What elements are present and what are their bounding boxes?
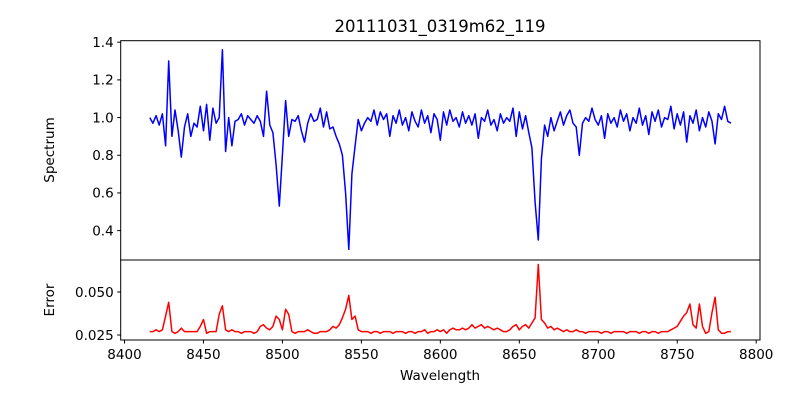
xtick-label: 8750 [660,347,694,363]
x-axis-label: Wavelength [400,368,480,384]
spectrum-axes-frame [120,40,761,261]
spectrum-ytick-label: 0.4 [92,223,113,239]
error-ylabel: Error [42,283,58,316]
xtick-label: 8650 [502,347,536,363]
spectrum-panel: 0.4 0.6 0.8 1.0 1.2 1.4 [92,35,761,261]
error-series-line [149,263,731,335]
error-panel: 0.025 0.050 8400 8450 8500 8550 8600 8650 8700 87… [75,259,773,363]
spectrum-ytick-label: 0.8 [92,148,113,164]
chart-title: 20111031_0319m62_119 [334,17,545,37]
xtick-label: 8600 [423,347,457,363]
xtick-label: 8800 [739,347,773,363]
xtick-label: 8500 [265,347,299,363]
spectrum-ylabel: Spectrum [42,117,58,182]
spectrum-ytick-label: 1.0 [92,110,113,126]
xtick-label: 8450 [186,347,220,363]
spectrum-ytick-label: 0.6 [92,186,113,202]
error-ytick-label: 0.025 [75,328,114,344]
error-ytick-label: 0.050 [75,285,114,301]
xtick-label: 8700 [581,347,615,363]
xtick-label: 8550 [344,347,378,363]
spectrum-ytick-label: 1.2 [92,73,113,89]
spectrum-series-line [149,48,732,251]
spectrum-ytick-label: 1.4 [92,35,113,51]
xtick-label: 8400 [107,347,141,363]
